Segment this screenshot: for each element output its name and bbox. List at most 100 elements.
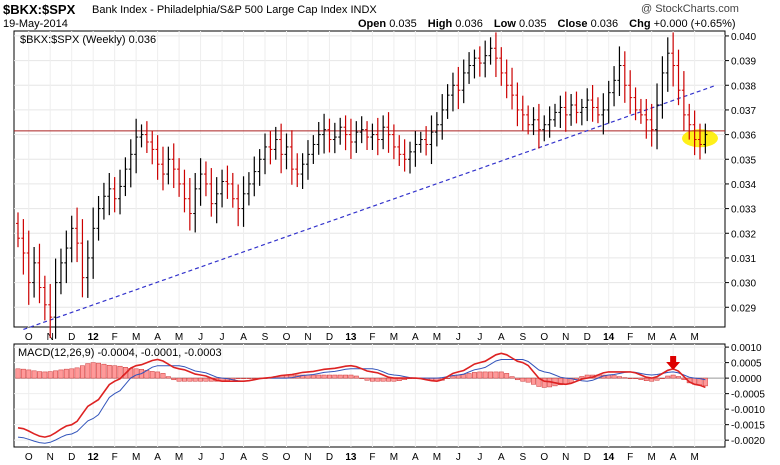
macd-x-tick-label: J [456,452,461,463]
ohlc-bar [536,103,541,149]
stockcharts-watermark: @ StockCharts.com [641,3,739,15]
price-x-tick-label: O [540,332,548,343]
ohlc-bar [628,70,633,114]
ohlc-bar [101,182,106,220]
macd-histogram-bar [364,377,370,381]
ohlc-bar [348,118,353,159]
macd-y-tick-label: 0.0005 [731,359,762,370]
ohlc-bar [26,230,31,305]
price-x-tick-label: A [154,332,161,343]
macd-histogram-bar [321,374,327,379]
chg-value: +0.000 (+0.65%) [653,18,736,30]
price-y-axis: 0.040 0.039 0.038 0.037 0.036 0.035 0.034 0.033… [725,32,756,314]
chart-symbol: $BKX:$SPX [3,2,76,17]
macd-histogram-bar [133,368,139,379]
ohlc-bar [327,118,332,153]
chg-label: Chg [629,18,651,30]
macd-histogram-bar [348,374,354,379]
macd-x-tick-label: N [47,452,54,463]
ohlc-bar [295,153,300,188]
macd-x-tick-label: A [240,452,247,463]
ohlc-bar [203,161,208,197]
price-x-tick-label: A [240,332,247,343]
ohlc-bar [601,93,606,135]
macd-x-tick-label: M [390,452,398,463]
macd-histogram-bar [171,377,177,381]
macd-y-tick-label: -0.0020 [731,436,765,447]
price-x-tick-label: A [670,332,677,343]
macd-histogram-bar [531,377,536,385]
macd-histogram-bar [659,377,665,379]
open-label: Open [358,18,387,30]
ohlc-bar [177,158,182,197]
macd-histogram-bar [461,374,467,379]
high-label: High [427,18,453,30]
price-x-tick-label: M [175,332,183,343]
ohlc-bar [413,131,418,167]
price-x-tick-label: D [584,332,591,343]
ohlc-bar [338,117,343,145]
macd-histogram-bar [316,374,322,379]
macd-histogram-bar [557,377,563,386]
ohlc-bar [182,169,187,213]
ohlc-bar [671,32,676,87]
ohlc-bar [220,169,225,208]
ohlc-bar [75,207,80,263]
ohlc-bar [322,113,327,154]
ohlc-bar [547,106,552,138]
chart-date: 19-May-2014 [3,18,68,30]
macd-x-tick-label: F [112,452,118,463]
macd-histogram-bar [251,377,257,379]
macd-histogram-bar [90,362,96,379]
macd-histogram-bar [375,377,381,382]
ohlc-bar [69,215,74,263]
ohlc-bar [424,126,429,156]
ohlc-bar [225,165,230,199]
macd-x-tick-label: O [25,452,33,463]
ohlc-bar [37,243,42,304]
ohlc-bar [553,103,557,127]
price-x-tick-label: 12 [88,332,100,343]
ohlc-bar [477,46,482,77]
macd-histogram-bar [42,371,48,379]
macd-histogram-bar [58,369,64,379]
macd-histogram-bar [498,371,504,379]
ohlc-bar [48,284,53,339]
macd-histogram-bar [488,371,494,379]
price-x-tick-label: S [262,332,269,343]
macd-x-tick-label: N [562,452,569,463]
macd-x-tick-label: 14 [603,452,615,463]
macd-x-tick-label: A [412,452,419,463]
low-label: Low [493,18,516,30]
ohlc-bar [655,83,660,150]
close-value: 0.036 [590,18,619,30]
ohlc-bar [402,139,407,172]
macd-histogram-bar [20,368,26,379]
macd-x-tick-label: D [584,452,591,463]
ohlc-bar [467,52,472,84]
macd-histogram-bar [380,377,386,382]
ohlc-bar [187,177,192,231]
price-y-tick-label: 0.029 [731,303,756,314]
ohlc-bar [91,207,96,279]
macd-histogram-bar [359,377,365,379]
ohlc-bar [279,123,284,174]
macd-x-axis: O N D 12 F M A M J J A S O N D 13 F M A M J J A S O N D 14 F M A M [25,452,699,463]
price-x-tick-label: N [304,332,311,343]
macd-histogram-bar [332,374,338,379]
ohlc-bar [644,98,649,139]
ohlc-bar [144,121,149,153]
ohlc-bar [214,177,219,224]
trendline [23,84,717,331]
ohlc-bar [558,95,563,128]
macd-x-tick-label: O [283,452,291,463]
macd-x-tick-label: N [304,452,311,463]
macd-histogram-bar [182,377,187,382]
macd-x-tick-label: F [369,452,375,463]
macd-histogram-bar [514,377,520,381]
macd-histogram-bar [198,377,204,382]
macd-x-tick-label: M [690,452,698,463]
macd-histogram-bar [112,365,118,379]
